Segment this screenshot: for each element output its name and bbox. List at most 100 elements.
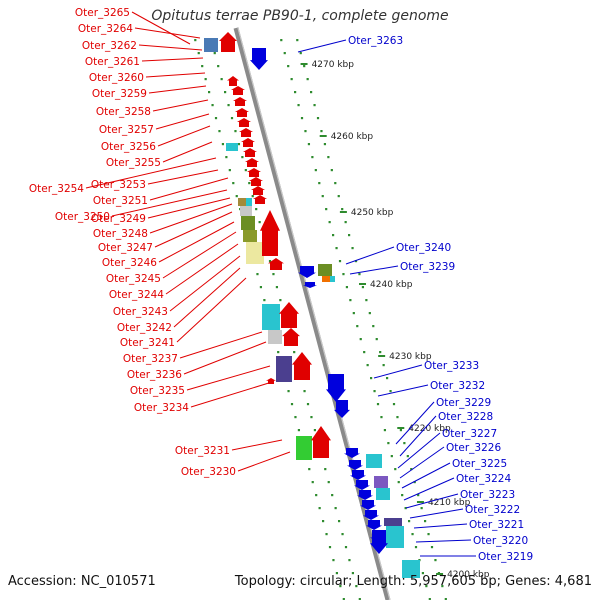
gene-label-oter-3226[interactable]: Oter_3226 [446,442,501,454]
gene-block-left-9 [249,177,263,186]
gene-leader-line [399,415,437,457]
gene-label-oter-3221[interactable]: Oter_3221 [469,519,524,531]
gene-label-oter-3251[interactable]: Oter_3251 [93,195,148,207]
gene-leader-line [147,197,231,219]
gene-label-oter-3220[interactable]: Oter_3220 [473,535,528,547]
gene-label-oter-3229[interactable]: Oter_3229 [436,397,491,409]
gene-label-oter-3225[interactable]: Oter_3225 [452,458,507,470]
gene-label-oter-3242[interactable]: Oter_3242 [117,322,172,334]
track-dot [272,273,275,276]
gene-label-oter-3260[interactable]: Oter_3260 [89,72,144,84]
gene-label-oter-3262[interactable]: Oter_3262 [82,40,137,52]
gene-leader-line [148,85,207,94]
track-dot [425,585,428,588]
gene-leader-line [395,401,435,445]
gene-label-oter-3224[interactable]: Oter_3224 [456,473,511,485]
gene-leader-line [399,446,445,479]
gene-label-oter-3243[interactable]: Oter_3243 [113,306,168,318]
gene-leader-line [138,44,203,51]
gene-label-oter-3240[interactable]: Oter_3240 [396,242,451,254]
track-dot [334,507,337,510]
track-dot [354,260,358,263]
gene-block-right-4 [357,490,373,500]
track-dot [375,338,378,341]
gene-block-left-11 [253,195,267,204]
gene-label-oter-3227[interactable]: Oter_3227 [442,428,497,440]
track-dot [427,533,430,536]
gene-leader-line [149,203,233,234]
gene-label-oter-3223[interactable]: Oter_3223 [460,489,515,501]
gene-label-oter-3248[interactable]: Oter_3248 [93,228,148,240]
gene-label-oter-3254[interactable]: Oter_3254 [29,183,84,195]
gene-block-oter-3245 [260,210,280,256]
track-dot [335,247,338,250]
genome-title: Opitutus terrae PB90-1, complete genome [151,8,449,24]
track-dot [287,65,290,68]
gene-block-oter-3239b [303,282,317,288]
track-dot [211,104,214,107]
scale-label: 4260 kbp [331,132,374,142]
gene-block-oter-3230 [311,426,331,458]
track-dot [344,546,348,549]
track-dot [221,143,225,146]
gene-label-oter-3264[interactable]: Oter_3264 [78,23,133,35]
gene-label-oter-3233[interactable]: Oter_3233 [424,360,479,372]
gene-label-oter-3237[interactable]: Oter_3237 [123,353,178,365]
gene-label-oter-3259[interactable]: Oter_3259 [92,88,147,100]
gene-block-oter-3244 [268,258,284,270]
gene-label-oter-3232[interactable]: Oter_3232 [430,380,485,392]
gene-label-oter-3256[interactable]: Oter_3256 [101,141,156,153]
gene-label-oter-3265[interactable]: Oter_3265 [75,7,130,19]
gene-label-oter-3255[interactable]: Oter_3255 [106,157,161,169]
track-dot [394,468,397,471]
gene-label-oter-3249[interactable]: Oter_3249 [91,213,146,225]
gene-label-oter-3235[interactable]: Oter_3235 [130,385,185,397]
gene-block-oter-3225 [376,488,390,500]
gene-block-oter-3256 [226,143,238,151]
gene-label-oter-3245[interactable]: Oter_3245 [106,273,161,285]
gene-label-oter-3261[interactable]: Oter_3261 [85,56,140,68]
track-dot [311,156,314,159]
gene-block-oter-3264 [219,32,237,52]
gene-leader-line [155,113,210,130]
track-dot [320,130,323,133]
track-dot [358,273,361,276]
gene-label-oter-3239[interactable]: Oter_3239 [400,261,455,273]
gene-label-oter-3257[interactable]: Oter_3257 [99,124,154,136]
gene-block-oter-3240a [298,266,316,278]
gene-label-oter-3263[interactable]: Oter_3263 [348,35,403,47]
gene-label-oter-3222[interactable]: Oter_3222 [465,504,520,516]
track-dot [403,442,406,445]
scale-label: 4240 kbp [370,280,413,290]
gene-label-oter-3234[interactable]: Oter_3234 [134,402,189,414]
gene-block-oter-3221 [386,526,404,548]
gene-leader-line [134,27,201,39]
gene-label-oter-3250[interactable]: Oter_3250 [55,211,110,223]
track-dot [387,442,390,445]
gene-label-oter-3258[interactable]: Oter_3258 [96,106,151,118]
track-dot [293,351,296,354]
gene-leader-line [147,169,219,185]
track-dot [296,39,299,42]
gene-label-oter-3231[interactable]: Oter_3231 [175,445,230,457]
track-dot [420,507,423,510]
gene-label-oter-3236[interactable]: Oter_3236 [127,369,182,381]
gene-label-oter-3247[interactable]: Oter_3247 [98,242,153,254]
gene-leader-line [162,141,213,163]
track-dot [287,390,290,393]
gene-label-oter-3241[interactable]: Oter_3241 [120,337,175,349]
gene-label-oter-3230[interactable]: Oter_3230 [181,466,236,478]
gene-label-oter-3244[interactable]: Oter_3244 [109,289,164,301]
gene-leader-line [397,432,441,469]
scale-label: 4270 kbp [312,60,355,70]
gene-label-oter-3246[interactable]: Oter_3246 [102,257,157,269]
track-dot [232,182,235,185]
gene-label-oter-3253[interactable]: Oter_3253 [91,179,146,191]
track-dot [345,286,349,289]
track-dot [430,546,434,549]
track-dot [347,234,351,237]
gene-label-oter-3219[interactable]: Oter_3219 [478,551,533,563]
track-dot [331,494,334,497]
gene-label-oter-3228[interactable]: Oter_3228 [438,411,493,423]
